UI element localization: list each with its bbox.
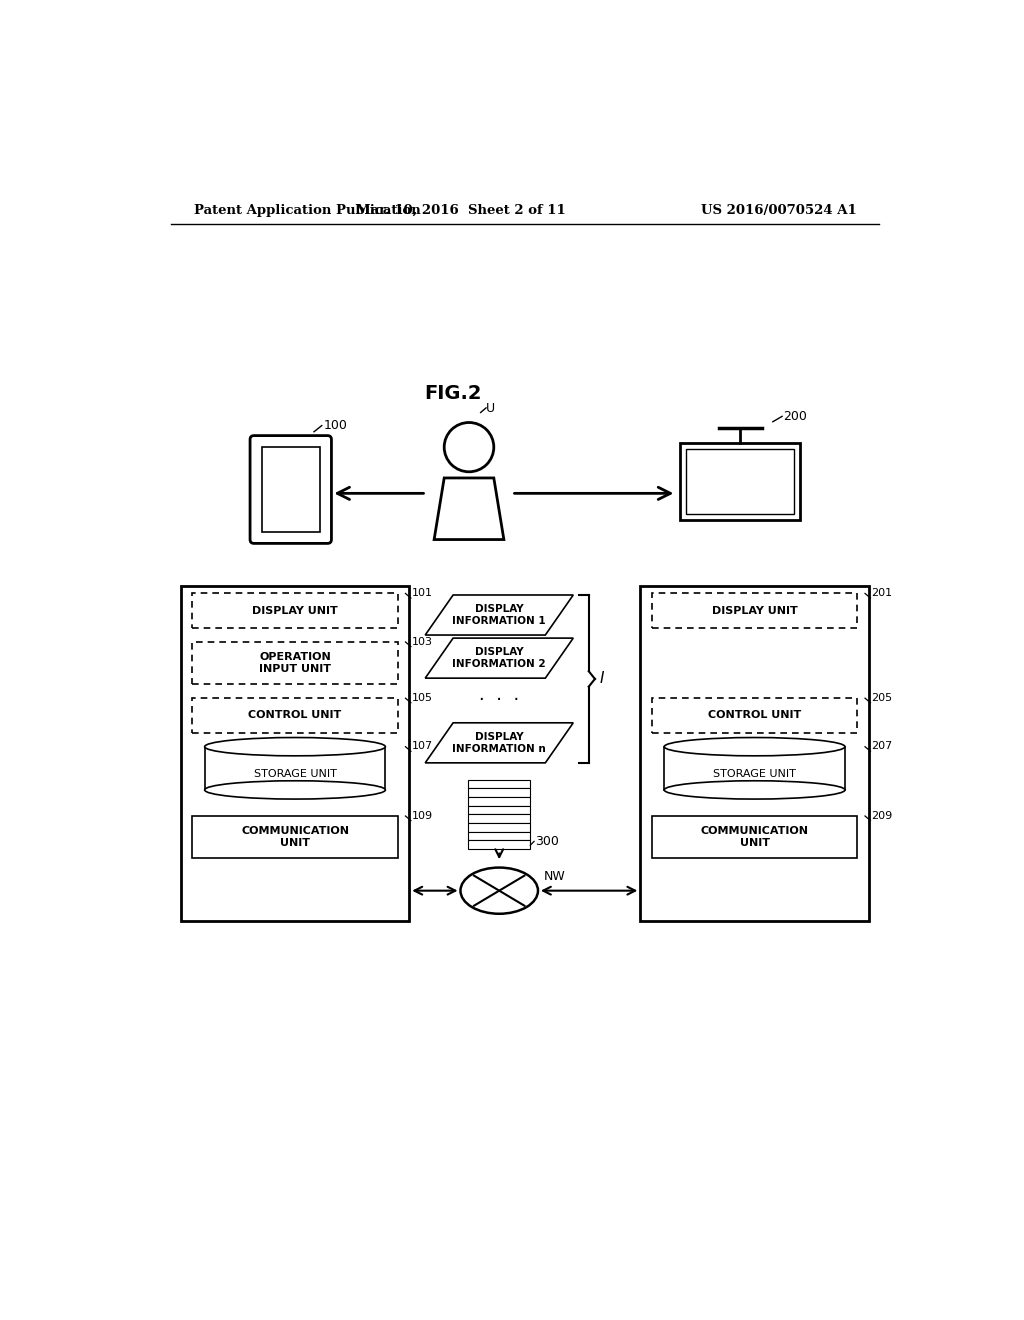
Polygon shape	[425, 638, 573, 678]
Text: 201: 201	[871, 589, 892, 598]
Text: I: I	[600, 672, 604, 686]
Text: STORAGE UNIT: STORAGE UNIT	[254, 770, 337, 779]
Text: 107: 107	[412, 742, 433, 751]
Bar	[262, 447, 319, 532]
Polygon shape	[434, 478, 504, 540]
Ellipse shape	[205, 780, 385, 799]
Bar	[665, 747, 845, 789]
Text: 209: 209	[871, 810, 893, 821]
Text: DISPLAY
INFORMATION 1: DISPLAY INFORMATION 1	[453, 605, 546, 626]
Text: 205: 205	[871, 693, 892, 702]
Text: Patent Application Publication: Patent Application Publication	[194, 205, 421, 218]
Text: 100: 100	[324, 418, 347, 432]
Text: 200: 200	[783, 409, 807, 422]
Bar	[468, 805, 530, 814]
Bar	[652, 698, 857, 733]
Text: 101: 101	[412, 589, 433, 598]
Text: U: U	[486, 403, 496, 416]
Bar	[680, 444, 801, 520]
Bar	[468, 788, 530, 797]
Text: 109: 109	[412, 810, 433, 821]
Text: DISPLAY UNIT: DISPLAY UNIT	[252, 606, 338, 615]
FancyBboxPatch shape	[250, 436, 332, 544]
Bar	[468, 832, 530, 841]
Text: DISPLAY
INFORMATION 2: DISPLAY INFORMATION 2	[453, 647, 546, 669]
Text: COMMUNICATION
UNIT: COMMUNICATION UNIT	[700, 826, 809, 847]
Bar	[180, 586, 410, 921]
Text: COMMUNICATION
UNIT: COMMUNICATION UNIT	[241, 826, 349, 847]
Bar	[468, 797, 530, 805]
Bar	[652, 816, 857, 858]
Text: US 2016/0070524 A1: US 2016/0070524 A1	[700, 205, 856, 218]
Ellipse shape	[205, 738, 385, 756]
Text: DISPLAY UNIT: DISPLAY UNIT	[712, 606, 798, 615]
Text: NW: NW	[544, 870, 566, 883]
Text: 103: 103	[412, 636, 433, 647]
Text: DISPLAY
INFORMATION n: DISPLAY INFORMATION n	[453, 733, 546, 754]
Bar	[468, 841, 530, 849]
Text: CONTROL UNIT: CONTROL UNIT	[708, 710, 801, 721]
Text: FIG.2: FIG.2	[425, 384, 482, 403]
Text: 207: 207	[871, 742, 893, 751]
Bar	[193, 698, 397, 733]
Text: ·  ·  ·: · · ·	[479, 690, 519, 709]
Text: 105: 105	[412, 693, 433, 702]
Ellipse shape	[461, 867, 538, 913]
Bar	[193, 816, 397, 858]
Bar	[640, 586, 869, 921]
Text: Mar. 10, 2016  Sheet 2 of 11: Mar. 10, 2016 Sheet 2 of 11	[356, 205, 566, 218]
Text: 300: 300	[535, 834, 559, 847]
Ellipse shape	[665, 780, 845, 799]
Text: CONTROL UNIT: CONTROL UNIT	[249, 710, 342, 721]
Bar	[205, 747, 385, 789]
Bar	[468, 780, 530, 788]
Polygon shape	[425, 723, 573, 763]
Polygon shape	[425, 595, 573, 635]
Text: STORAGE UNIT: STORAGE UNIT	[713, 770, 796, 779]
Bar	[193, 642, 397, 684]
Bar	[468, 824, 530, 832]
Bar	[193, 594, 397, 628]
Ellipse shape	[665, 738, 845, 756]
Text: OPERATION
INPUT UNIT: OPERATION INPUT UNIT	[259, 652, 331, 675]
Bar	[686, 450, 795, 515]
Circle shape	[444, 422, 494, 471]
Bar	[468, 814, 530, 824]
Bar	[652, 594, 857, 628]
